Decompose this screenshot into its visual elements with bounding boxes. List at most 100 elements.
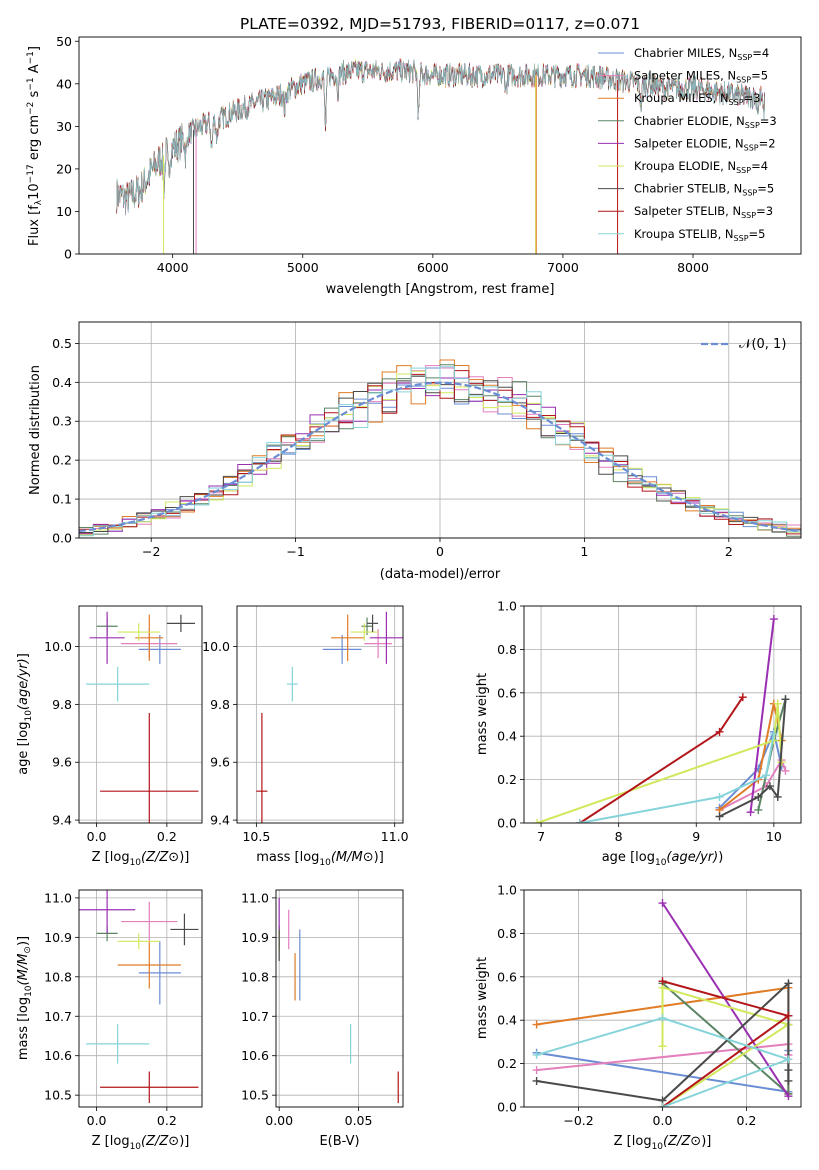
mass-vs-metallicity-panel: 0.0 0.2 10.5 10.6 10.7 10.8 10.9 11.0 Z [log10(Z…: [16, 889, 203, 1152]
y-tick-label: 10.7: [241, 1009, 269, 1024]
x-tick-label: −0.2: [563, 1113, 593, 1128]
x-tick-label: 7: [537, 829, 545, 844]
y-tick-label: 10.8: [44, 969, 72, 984]
legend-entry: Chabrier STELIB, NSSP=5: [634, 182, 774, 198]
mass-vs-extinction-panel: 0.00 0.05 10.5 10.6 10.7 10.8 10.9 11.0 E(B-V): [241, 889, 404, 1149]
y-tick-label: 0.6: [497, 685, 517, 700]
y-tick-label: 0.1: [52, 492, 72, 507]
y-tick-label: 0.4: [52, 375, 72, 390]
legend-entry: Kroupa MILES, NSSP=3: [634, 91, 760, 107]
x-tick-label: 2: [725, 544, 733, 559]
y-axis-label: mass weight: [475, 673, 490, 755]
weight-point-marker: [715, 727, 724, 736]
histogram-steps: [79, 359, 801, 538]
y-tick-label: 9.8: [52, 697, 72, 712]
x-tick-label: 0.0: [653, 1113, 673, 1128]
y-axis-label: mass weight: [475, 957, 490, 1039]
weight-lines: [532, 899, 793, 1107]
x-tick-label: 0.2: [157, 1113, 177, 1128]
axes-frame: [78, 889, 203, 1108]
weight-point-marker: [754, 792, 763, 801]
axes-frame: [78, 605, 203, 824]
legend-entry: Kroupa STELIB, NSSP=5: [634, 227, 765, 243]
x-tick-label: 8: [615, 829, 623, 844]
y-tick-label: 10.6: [44, 1048, 72, 1063]
axes-frame: [78, 36, 802, 255]
spectrum-traces: [116, 58, 765, 254]
y-tick-label: 0.0: [497, 816, 517, 831]
weight-point-marker: [784, 1076, 793, 1085]
x-tick-label: 5000: [287, 260, 319, 275]
normal-reference-curve: [79, 381, 801, 533]
y-tick-label: 10.5: [241, 1088, 269, 1103]
y-tick-label: 0.4: [497, 1013, 517, 1028]
spectrum-panel: 4000 5000 6000 7000 8000 0 10 20 30 40 50 Chabrier …: [26, 34, 802, 297]
y-tick-label: 20: [56, 161, 72, 176]
y-tick-label: 0.6: [497, 969, 517, 984]
y-tick-label: 0.5: [52, 336, 72, 351]
weight-point-marker: [658, 1014, 667, 1023]
y-tick-label: 1.0: [497, 599, 517, 614]
x-tick-label: 0: [436, 544, 444, 559]
weight-point-marker: [532, 1050, 541, 1059]
y-axis-label: Flux [fλ10−17 erg cm−2 s−1 A−1]: [26, 46, 44, 246]
x-tick-label: −1: [286, 544, 304, 559]
spectrum-legend: Chabrier MILES, NSSP=4 Salpeter MILES, NS…: [598, 46, 777, 243]
weight-series-line: [536, 703, 783, 823]
axes-frame: [523, 889, 802, 1108]
x-axis-label: mass [log10(M/M⊙)]: [256, 850, 384, 868]
legend-entry: Chabrier MILES, NSSP=4: [634, 46, 769, 62]
y-tick-label: 1.0: [497, 883, 517, 898]
weight-series-line: [579, 733, 775, 823]
residual-histogram-panel: −2 −1 0 1 2 0.0 0.1 0.2 0.3 0.4 0.5 𝒩(0, 1) (data-mo…: [28, 321, 802, 582]
weight-point-marker: [658, 1042, 667, 1051]
weight-point-marker: [769, 615, 778, 624]
weight-point-marker: [658, 1103, 667, 1107]
x-tick-label: 0.00: [265, 1113, 293, 1128]
weight-point-marker: [754, 805, 763, 814]
weight-point-marker: [784, 1066, 793, 1075]
weight-vs-metallicity-panel: −0.2 0.0 0.2 0.0 0.2 0.4 0.6 0.8 1.0 Z [log10(Z/Z…: [475, 883, 802, 1152]
legend-entry: Salpeter ELODIE, NSSP=2: [634, 136, 776, 152]
weight-vs-age-panel: 7 8 9 10 0.0 0.2 0.4 0.6 0.8 1.0 age [log10(age/yr…: [475, 599, 802, 868]
weight-point-marker: [769, 730, 778, 739]
y-tick-label: 9.4: [52, 813, 72, 828]
weight-series-line: [718, 703, 783, 811]
y-tick-label: 40: [56, 76, 72, 91]
x-axis-label: Z [log10(Z/Z⊙)]: [614, 1134, 712, 1152]
y-axis-label: mass [log10(M/M⊙)]: [16, 936, 34, 1060]
weight-point-marker: [781, 695, 790, 704]
age-vs-metallicity-panel: 0.0 0.2 9.4 9.6 9.8 10.0 Z [log10(Z/Z⊙)] age [l…: [16, 605, 203, 868]
x-axis-label: wavelength [Angstrom, rest frame]: [326, 282, 555, 297]
y-axis-label: age [log10(age/yr)]: [16, 653, 34, 775]
axes-frame: [78, 321, 802, 539]
weight-point-marker: [784, 1011, 793, 1020]
y-tick-label: 0.0: [497, 1100, 517, 1115]
weight-series-line: [536, 1016, 792, 1107]
y-tick-label: 0.2: [497, 1056, 517, 1071]
x-tick-label: 0.2: [736, 1113, 756, 1128]
x-axis-label: (data-model)/error: [380, 567, 501, 582]
x-tick-label: 0.0: [87, 829, 107, 844]
weight-series-line: [719, 757, 787, 811]
weight-point-marker: [765, 782, 774, 791]
legend-entry: 𝒩(0, 1): [739, 337, 786, 352]
y-tick-label: 10.9: [44, 930, 72, 945]
x-tick-label: 0.0: [87, 1113, 107, 1128]
y-tick-label: 10.7: [44, 1009, 72, 1024]
weight-point-marker: [658, 977, 667, 986]
x-tick-label: 6000: [417, 260, 449, 275]
x-axis-label: E(B-V): [319, 1134, 359, 1149]
weight-point-marker: [781, 766, 790, 775]
y-tick-label: 11.0: [241, 890, 269, 905]
y-tick-label: 0.2: [52, 453, 72, 468]
weight-point-marker: [784, 979, 793, 988]
x-tick-label: 10: [766, 829, 782, 844]
y-tick-label: 50: [56, 34, 72, 49]
weight-lines: [533, 615, 790, 823]
weight-point-marker: [715, 812, 724, 821]
x-tick-label: 0.2: [157, 829, 177, 844]
legend-entry: Kroupa ELODIE, NSSP=4: [634, 159, 768, 175]
histogram-series: [79, 366, 801, 537]
